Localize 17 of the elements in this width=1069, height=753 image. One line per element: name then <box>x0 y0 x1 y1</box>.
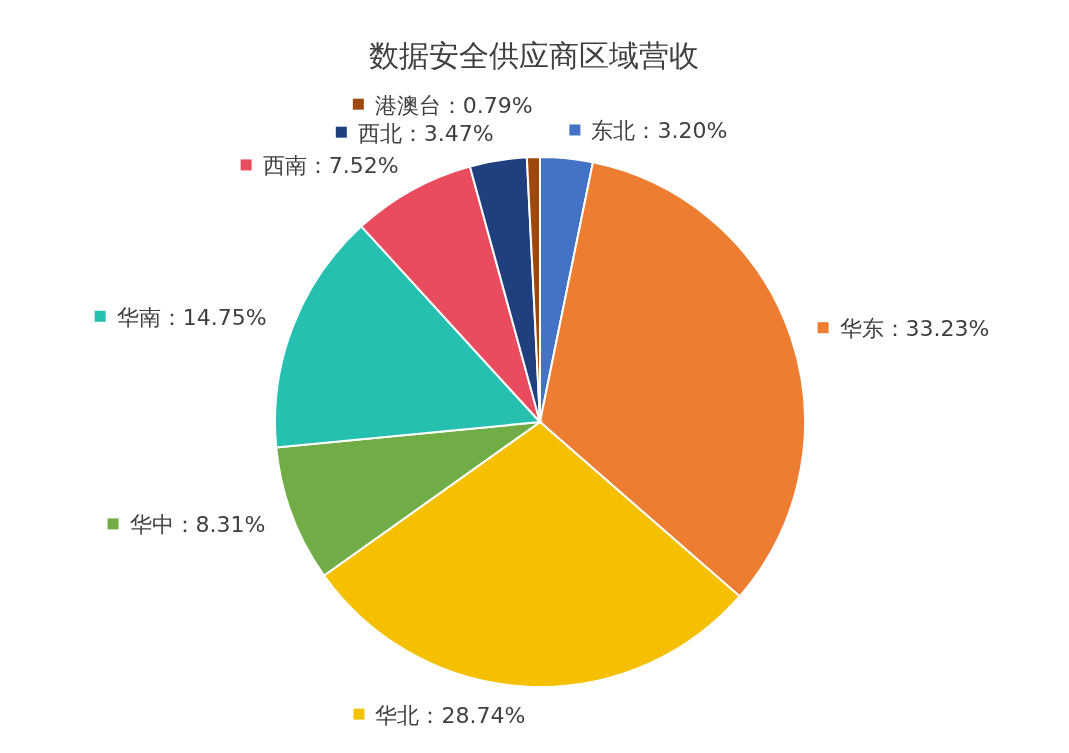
chart-title: 数据安全供应商区域营收 <box>369 38 699 73</box>
data-label: ：33.23% <box>883 316 990 342</box>
legend-label: 港澳台 <box>374 92 441 118</box>
legend-label: 华东 <box>839 316 884 342</box>
legend-label: 西南 <box>262 153 307 179</box>
data-label: ：7.52% <box>306 153 399 179</box>
legend-label: 华南 <box>116 304 161 330</box>
data-label: ：3.20% <box>635 118 728 144</box>
data-label: ：3.47% <box>401 120 494 146</box>
legend-label: 西北 <box>357 120 402 146</box>
data-label: ：28.74% <box>419 702 526 728</box>
data-label: ：0.79% <box>440 92 533 118</box>
data-label: ：14.75% <box>160 304 267 330</box>
legend-label: 华北 <box>375 702 420 728</box>
legend-label: 华中 <box>129 512 174 538</box>
data-label: ：8.31% <box>173 512 266 538</box>
legend-label: 东北 <box>591 118 636 144</box>
